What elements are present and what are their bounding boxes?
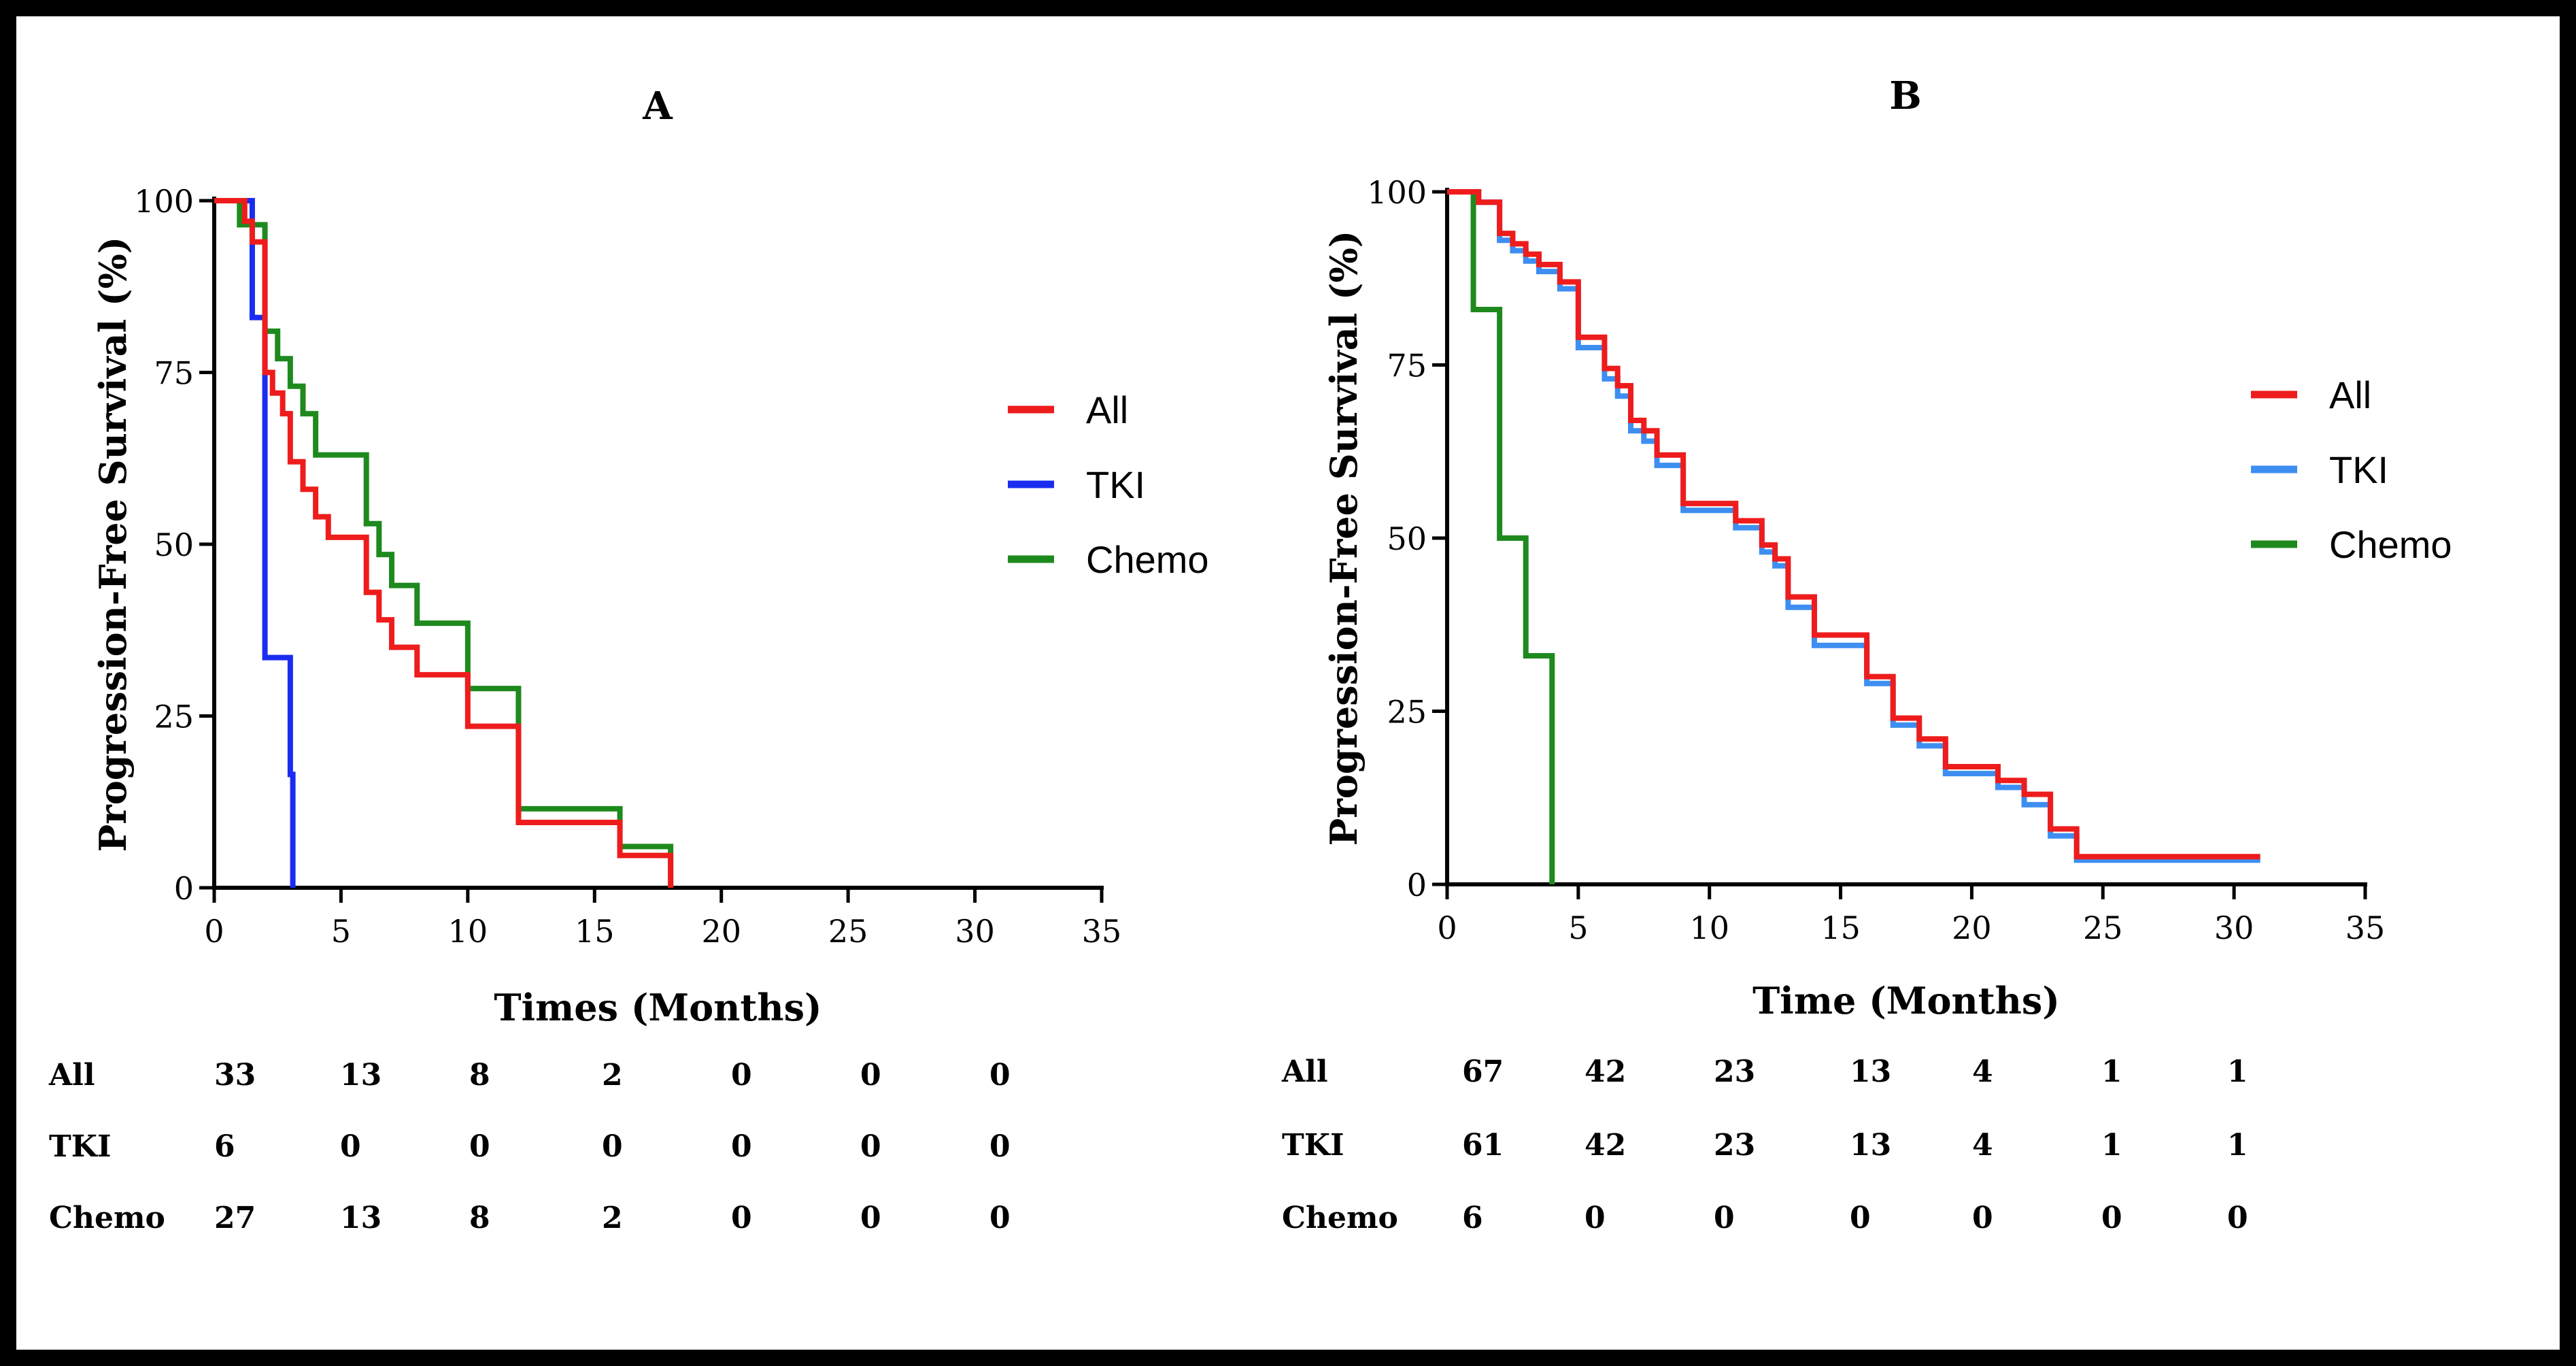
x-axis-label: Times (Months): [494, 986, 821, 1029]
x-tick-label: 25: [2083, 910, 2123, 946]
x-axis-label: Time (Months): [1752, 979, 2060, 1022]
risk-cell: 0: [340, 1129, 361, 1164]
x-tick-label: 30: [955, 913, 995, 950]
risk-cell: 4: [1972, 1128, 1993, 1163]
risk-cell: 33: [214, 1058, 256, 1093]
risk-cell: 42: [1584, 1128, 1626, 1163]
risk-cell: 0: [2227, 1201, 2248, 1235]
x-tick-label: 5: [1568, 910, 1588, 946]
risk-cell: 6: [214, 1129, 235, 1164]
risk-cell: 61: [1462, 1128, 1504, 1163]
x-tick-label: 0: [204, 913, 224, 950]
risk-cell: 8: [469, 1058, 490, 1093]
x-tick-label: 20: [1952, 910, 1992, 946]
x-tick-label: 5: [331, 913, 351, 950]
y-axis-label: Progression-Free Survival (%): [1322, 231, 1366, 846]
y-tick-label: 25: [1387, 694, 1427, 731]
risk-cell: 0: [731, 1201, 752, 1235]
risk-cell: 1: [2227, 1054, 2248, 1089]
risk-cell: 13: [1850, 1054, 1891, 1089]
series-line-all: [214, 198, 674, 888]
risk-cell: 0: [731, 1129, 752, 1164]
risk-cell: 0: [860, 1201, 881, 1235]
risk-cell: 1: [2101, 1128, 2122, 1163]
risk-cell: 0: [731, 1058, 752, 1093]
risk-row-label: Chemo: [1282, 1201, 1398, 1235]
risk-cell: 0: [1584, 1201, 1606, 1235]
x-tick-label: 20: [701, 913, 741, 950]
x-tick-label: 10: [1689, 910, 1729, 946]
y-tick-label: 50: [1387, 520, 1427, 557]
risk-cell: 2: [602, 1058, 623, 1093]
risk-cell: 0: [1850, 1201, 1871, 1235]
risk-cell: 8: [469, 1201, 490, 1235]
risk-cell: 0: [989, 1058, 1011, 1093]
risk-cell: 0: [602, 1129, 623, 1164]
legend-label-chemo: Chemo: [1086, 538, 1209, 581]
y-tick-label: 100: [134, 183, 194, 220]
x-tick-label: 35: [2345, 910, 2386, 946]
risk-cell: 6: [1462, 1201, 1483, 1235]
x-tick-label: 15: [1820, 910, 1861, 946]
y-tick-label: 50: [154, 527, 194, 563]
risk-cell: 0: [2101, 1201, 2122, 1235]
risk-row-label: TKI: [1282, 1128, 1344, 1163]
risk-cell: 0: [1972, 1201, 1993, 1235]
x-tick-label: 0: [1437, 910, 1457, 946]
risk-cell: 23: [1714, 1128, 1755, 1163]
x-tick-label: 25: [828, 913, 868, 950]
series-line-chemo: [1447, 189, 1555, 884]
risk-cell: 0: [469, 1129, 490, 1164]
y-tick-label: 25: [154, 699, 194, 735]
risk-cell: 4: [1972, 1054, 1993, 1089]
risk-row-label: Chemo: [49, 1201, 165, 1235]
risk-cell: 1: [2101, 1054, 2122, 1089]
legend-label-all: All: [2329, 373, 2371, 416]
risk-cell: 0: [989, 1201, 1011, 1235]
risk-row-label: All: [48, 1058, 95, 1093]
series-line-all: [1447, 189, 2260, 860]
risk-cell: 42: [1584, 1054, 1626, 1089]
risk-row-label: TKI: [49, 1129, 112, 1164]
legend-label-tki: TKI: [2329, 448, 2388, 491]
y-tick-label: 0: [1407, 867, 1427, 903]
risk-row-label: All: [1281, 1054, 1328, 1089]
series-line-chemo: [214, 198, 674, 888]
panel-title: A: [642, 84, 673, 129]
risk-cell: 27: [214, 1201, 256, 1235]
risk-cell: 2: [602, 1201, 623, 1235]
panel-title: B: [1889, 73, 1921, 118]
y-axis-label: Progression-Free Survival (%): [91, 237, 135, 852]
y-tick-label: 75: [154, 355, 194, 392]
x-tick-label: 15: [575, 913, 615, 950]
x-tick-label: 35: [1082, 913, 1122, 950]
x-tick-label: 30: [2214, 910, 2254, 946]
risk-cell: 67: [1462, 1054, 1504, 1089]
legend-label-all: All: [1086, 388, 1128, 431]
y-tick-label: 0: [174, 870, 194, 907]
risk-cell: 1: [2227, 1128, 2248, 1163]
risk-cell: 0: [860, 1129, 881, 1164]
x-tick-label: 10: [448, 913, 488, 950]
legend-label-tki: TKI: [1086, 463, 1145, 506]
y-tick-label: 100: [1367, 174, 1427, 211]
risk-cell: 13: [340, 1201, 382, 1235]
risk-cell: 0: [860, 1058, 881, 1093]
risk-cell: 23: [1714, 1054, 1755, 1089]
risk-cell: 13: [1850, 1128, 1891, 1163]
y-tick-label: 75: [1387, 348, 1427, 384]
risk-cell: 0: [1714, 1201, 1735, 1235]
legend-label-chemo: Chemo: [2329, 523, 2452, 566]
risk-cell: 0: [989, 1129, 1011, 1164]
risk-cell: 13: [340, 1058, 382, 1093]
